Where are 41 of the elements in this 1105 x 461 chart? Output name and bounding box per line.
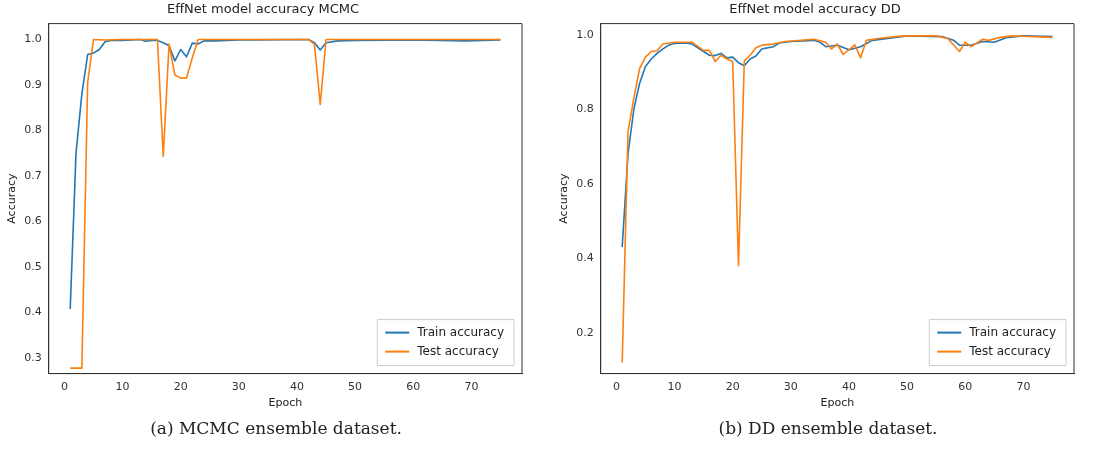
y-tick-label: 0.4 [24, 305, 42, 319]
x-tick-label: 20 [173, 380, 188, 394]
x-tick-label: 0 [612, 380, 620, 394]
legend-label: Test accuracy [416, 343, 499, 358]
y-tick-label: 0.6 [576, 176, 594, 190]
x-tick-label: 60 [958, 380, 973, 394]
x-tick-label: 10 [115, 380, 130, 394]
y-tick-label: 0.8 [576, 102, 594, 116]
x-tick-label: 0 [60, 380, 68, 394]
x-tick-label: 70 [1016, 380, 1031, 394]
chart-title: EffNet model accuracy MCMC [166, 1, 360, 17]
y-tick-label: 0.2 [576, 325, 594, 339]
x-tick-label: 10 [667, 380, 682, 394]
x-tick-label: 70 [464, 380, 479, 394]
y-tick-label: 1.0 [576, 27, 594, 41]
x-axis-title: Epoch [820, 396, 855, 410]
text: (a) MCMC ensemble dataset. [149, 418, 403, 438]
x-tick-label: 30 [783, 380, 798, 394]
chart-title: EffNet model accuracy DD [729, 1, 901, 17]
x-tick-label: 40 [289, 380, 304, 394]
y-tick-label: 0.6 [24, 214, 42, 228]
legend-label: Train accuracy [416, 324, 504, 339]
text: (b) DD ensemble dataset. [717, 418, 939, 438]
legend-label: Test accuracy [968, 343, 1051, 358]
legend-label: Train accuracy [968, 324, 1056, 339]
y-axis-title: Accuracy [5, 173, 19, 224]
y-tick-label: 0.7 [24, 168, 42, 182]
x-tick-label: 40 [841, 380, 856, 394]
x-tick-label: 60 [406, 380, 421, 394]
x-tick-label: 30 [231, 380, 246, 394]
y-tick-label: 1.0 [24, 32, 42, 46]
y-tick-label: 0.5 [24, 259, 42, 273]
x-tick-label: 50 [348, 380, 363, 394]
y-tick-label: 0.8 [24, 123, 42, 137]
y-axis-title: Accuracy [557, 173, 571, 224]
x-tick-label: 20 [725, 380, 740, 394]
y-tick-label: 0.4 [576, 251, 594, 265]
y-tick-label: 0.3 [24, 350, 42, 364]
x-axis-title: Epoch [268, 396, 303, 410]
y-tick-label: 0.9 [24, 77, 42, 91]
x-tick-label: 50 [900, 380, 915, 394]
